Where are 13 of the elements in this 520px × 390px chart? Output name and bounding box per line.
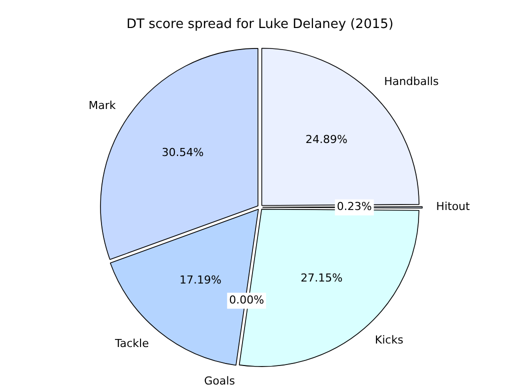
slice-label: Tackle <box>114 336 150 350</box>
data-label: 17.19% <box>179 273 222 286</box>
slice-label: Kicks <box>374 334 404 347</box>
data-label: 24.89% <box>306 133 348 146</box>
category-label: Goals <box>204 374 235 388</box>
slice-label: Mark <box>88 99 116 112</box>
text: 0.00% <box>229 294 264 307</box>
chart-title: DT score spread for Luke Delaney (2015) <box>126 17 394 32</box>
data-label: 0.23% <box>336 200 372 214</box>
data-label: 30.54% <box>162 146 204 159</box>
data-label: 27.15% <box>300 272 343 285</box>
slice-label: Handballs <box>384 75 439 88</box>
slice-label: Hitout <box>436 200 471 214</box>
